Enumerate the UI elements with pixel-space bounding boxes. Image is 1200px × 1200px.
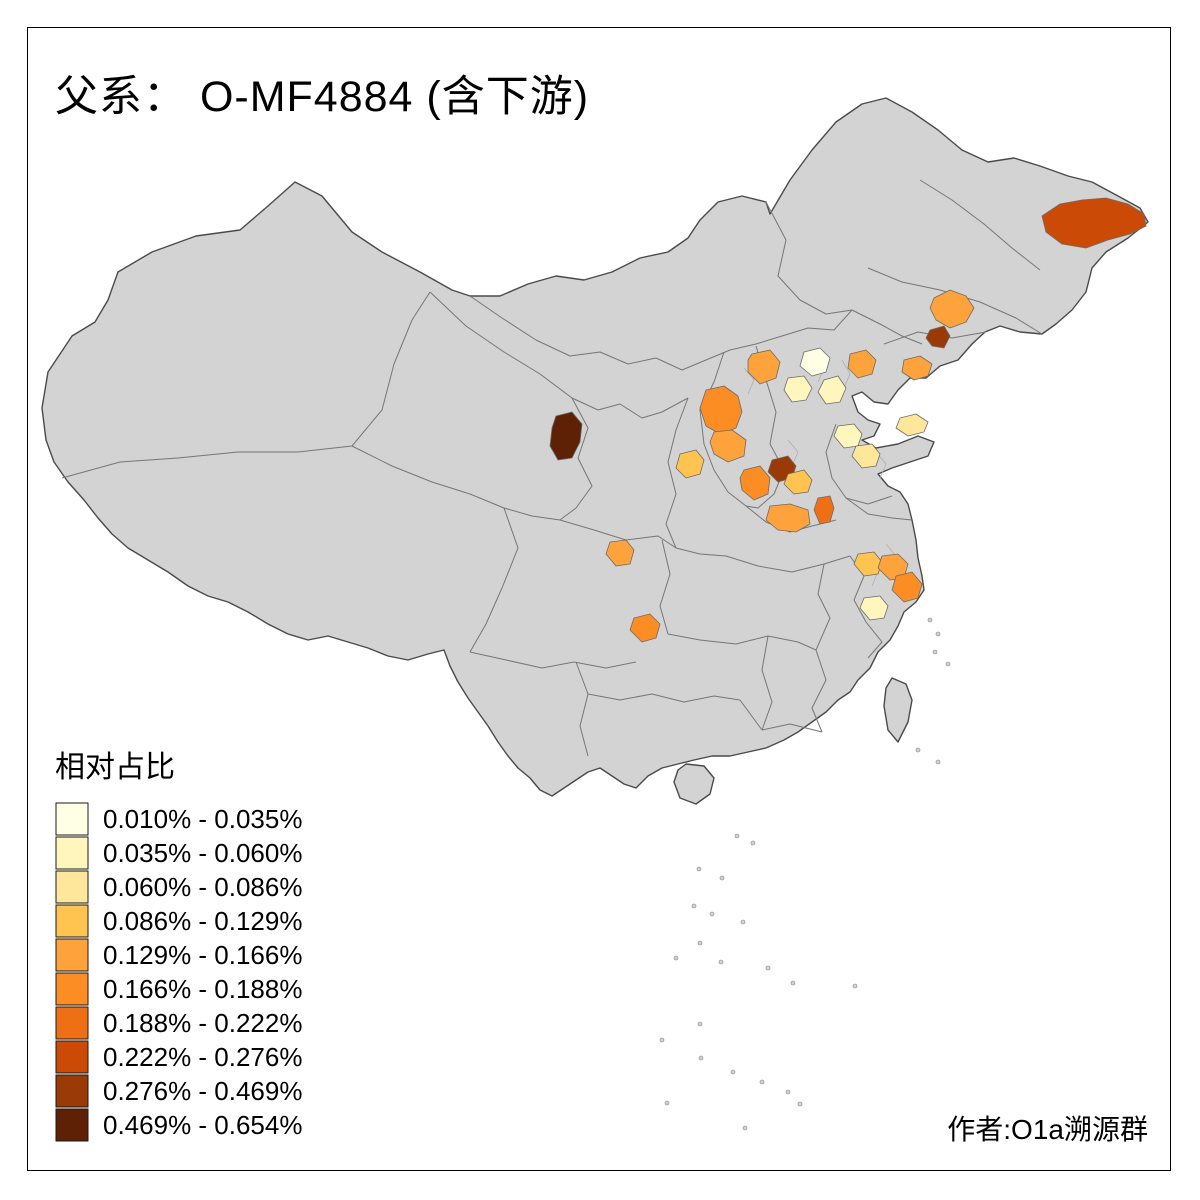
region-shanxi-southwest bbox=[739, 465, 771, 501]
legend-item: 0.188% - 0.222% bbox=[55, 1006, 302, 1040]
legend-label: 0.469% - 0.654% bbox=[103, 1110, 303, 1140]
china-mainland-shape bbox=[41, 97, 1149, 797]
region-beijing bbox=[799, 347, 831, 377]
region-shanxi-jincheng bbox=[813, 495, 835, 525]
region-shaanxi-north bbox=[675, 449, 705, 479]
legend-item: 0.166% - 0.188% bbox=[55, 972, 302, 1006]
region-heilongjiang-east bbox=[1041, 197, 1147, 249]
legend-item: 0.276% - 0.469% bbox=[55, 1074, 302, 1108]
legend-item: 0.086% - 0.129% bbox=[55, 904, 302, 938]
hainan-island-shape bbox=[673, 763, 715, 805]
legend-item: 0.222% - 0.276% bbox=[55, 1040, 302, 1074]
legend-swatch-icon bbox=[55, 904, 89, 938]
legend-swatch-icon bbox=[55, 836, 89, 870]
legend-swatch-icon bbox=[55, 1040, 89, 1074]
province-borders bbox=[61, 179, 1043, 757]
region-henan-central bbox=[765, 503, 811, 533]
plot-border bbox=[27, 27, 1171, 1171]
legend-item: 0.035% - 0.060% bbox=[55, 836, 302, 870]
region-tianjin bbox=[817, 375, 847, 405]
legend-title: 相对占比 bbox=[55, 751, 175, 784]
south-china-sea-islands bbox=[659, 617, 951, 1131]
region-shandong-peninsula bbox=[895, 413, 929, 437]
legend-label: 0.188% - 0.222% bbox=[103, 1008, 303, 1038]
legend-label: 0.166% - 0.188% bbox=[103, 974, 303, 1004]
region-hebei-northwest bbox=[747, 349, 781, 385]
legend-label: 0.086% - 0.129% bbox=[103, 906, 303, 936]
legend-label: 0.222% - 0.276% bbox=[103, 1042, 303, 1072]
region-liaoning-central-dark bbox=[925, 325, 951, 349]
taiwan-island-shape bbox=[883, 677, 913, 743]
region-shanxi-central bbox=[709, 429, 747, 463]
region-shandong-west bbox=[851, 443, 881, 469]
region-shaanxi-central bbox=[783, 469, 813, 495]
legend-item: 0.469% - 0.654% bbox=[55, 1108, 302, 1142]
region-sichuan-central bbox=[605, 539, 635, 567]
author-credit: 作者:O1a溯源群 bbox=[947, 1114, 1148, 1145]
legend: 相对占比 0.010% - 0.035% 0.035% - 0.060% 0.0… bbox=[55, 742, 302, 1142]
region-liaodong-peninsula bbox=[901, 355, 933, 381]
region-shanghai-area bbox=[891, 571, 923, 603]
page-title: 父系： O-MF4884 (含下游) bbox=[55, 73, 590, 121]
legend-label: 0.060% - 0.086% bbox=[103, 872, 303, 902]
legend-swatch-icon bbox=[55, 972, 89, 1006]
legend-swatch-icon bbox=[55, 802, 89, 836]
region-qinghai-east bbox=[549, 411, 583, 461]
legend-label: 0.276% - 0.469% bbox=[103, 1076, 303, 1106]
legend-label: 0.010% - 0.035% bbox=[103, 804, 303, 834]
legend-item: 0.010% - 0.035% bbox=[55, 802, 302, 836]
legend-swatch-icon bbox=[55, 1074, 89, 1108]
legend-label: 0.035% - 0.060% bbox=[103, 838, 303, 868]
region-zhejiang-north bbox=[859, 595, 889, 621]
legend-swatch-icon bbox=[55, 870, 89, 904]
region-hebei-northeast bbox=[847, 349, 877, 379]
legend-swatch-icon bbox=[55, 1108, 89, 1142]
legend-label: 0.129% - 0.166% bbox=[103, 940, 303, 970]
region-liaoning-north bbox=[929, 289, 975, 329]
region-jiangsu-central bbox=[853, 551, 883, 577]
region-shanxi-north bbox=[699, 385, 743, 435]
legend-item: 0.129% - 0.166% bbox=[55, 938, 302, 972]
region-hebei-central bbox=[783, 375, 813, 403]
legend-swatch-icon bbox=[55, 1006, 89, 1040]
choropleth-regions bbox=[549, 197, 1147, 643]
region-guizhou-north bbox=[629, 613, 661, 643]
legend-item: 0.060% - 0.086% bbox=[55, 870, 302, 904]
legend-swatch-icon bbox=[55, 938, 89, 972]
